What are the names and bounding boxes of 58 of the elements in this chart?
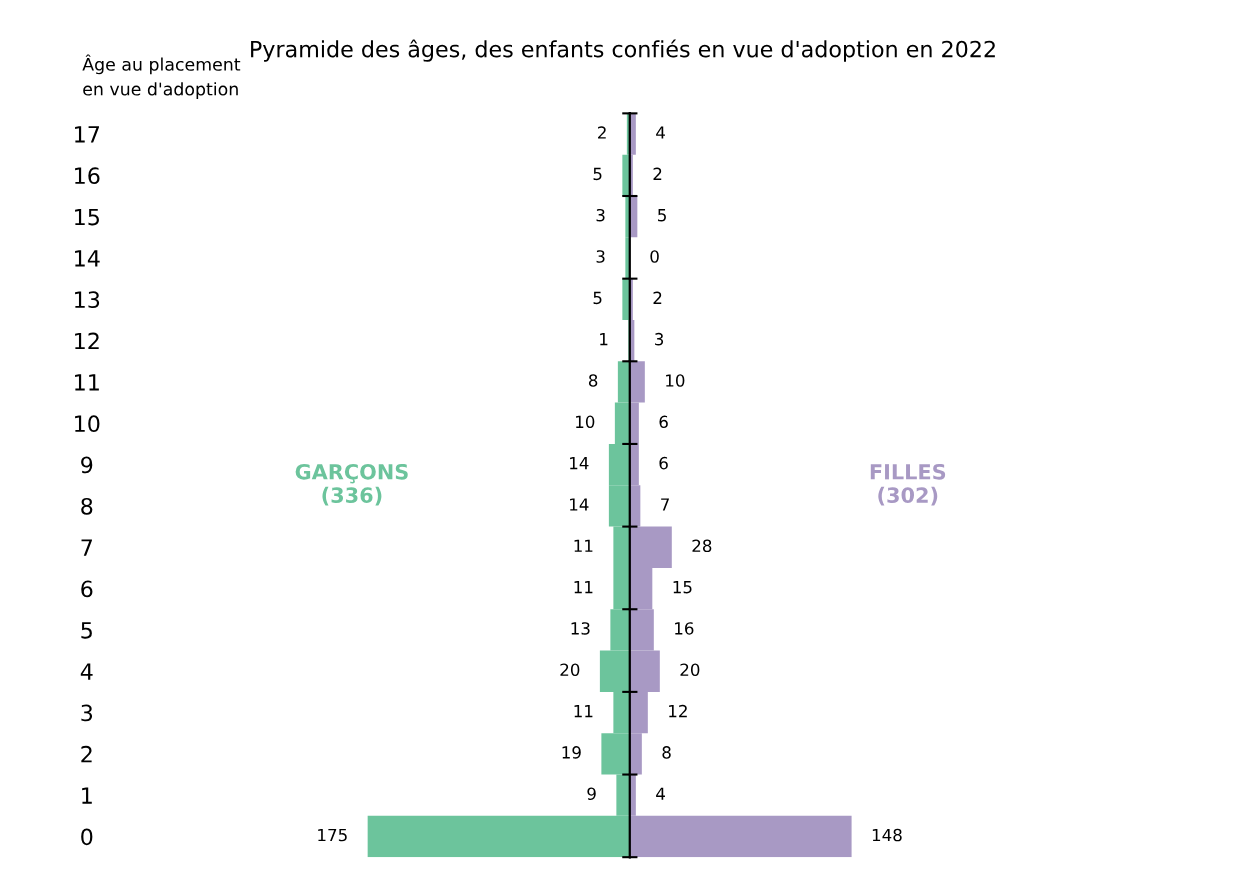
data-label: 10 [666, 374, 685, 387]
text: FILLES (302) [870, 463, 946, 506]
data-label: 4 [656, 126, 665, 139]
y-tick-label: 13 [75, 291, 100, 309]
data-label: 11 [574, 581, 593, 594]
data-label: 10 [576, 415, 595, 429]
data-label: 19 [562, 746, 581, 759]
data-label: 175 [318, 828, 347, 842]
y-tick-label: 6 [81, 580, 93, 598]
data-label: 8 [588, 374, 598, 387]
data-label: 0 [650, 250, 659, 263]
y-tick-label: 3 [81, 704, 93, 722]
y-tick-label: 5 [81, 622, 92, 639]
data-label: 5 [658, 209, 666, 222]
data-label: 3 [655, 332, 664, 346]
data-label: 15 [673, 581, 692, 594]
data-label: 11 [574, 539, 593, 552]
y-tick-label: 9 [81, 456, 93, 474]
y-tick-label: 7 [81, 539, 92, 556]
data-label: 12 [669, 704, 687, 718]
y-tick-label: 14 [75, 250, 100, 267]
data-label: 2 [653, 291, 662, 304]
data-label: 3 [596, 208, 605, 222]
data-label: 14 [570, 498, 589, 511]
y-tick-label: 8 [81, 497, 93, 515]
data-label: 16 [675, 622, 694, 635]
y-tick-label: 0 [81, 828, 93, 846]
y-axis-title: Âge au placement en vue d'adoption [82, 54, 241, 99]
y-tick-label: 11 [75, 374, 99, 391]
data-label: 20 [680, 663, 700, 677]
y-tick-label: 15 [75, 208, 99, 226]
data-label: 4 [656, 787, 665, 800]
data-label: 6 [659, 456, 668, 470]
data-label: 7 [661, 498, 669, 511]
data-label: 8 [662, 746, 671, 759]
data-label: 20 [560, 663, 580, 677]
data-label: 9 [587, 787, 596, 801]
chart-title: Pyramide des âges, des enfants confiés en vue d'adoption en 2022 [251, 39, 995, 62]
data-label: 28 [692, 539, 712, 553]
y-tick-label: 2 [81, 745, 92, 763]
y-tick-label: 17 [75, 126, 100, 143]
data-label: 14 [570, 457, 589, 470]
y-tick-label: 16 [75, 167, 100, 185]
data-label: 148 [872, 828, 902, 842]
y-tick-label: 10 [75, 415, 100, 433]
data-label: 6 [659, 415, 668, 429]
data-label: 2 [653, 167, 662, 180]
y-tick-label: 1 [82, 787, 92, 804]
data-label: 13 [571, 622, 590, 635]
y-tick-label: 12 [75, 332, 99, 350]
data-label: 5 [593, 167, 602, 181]
data-label: 11 [574, 704, 593, 718]
data-label: 2 [598, 126, 606, 139]
y-tick-label: 4 [80, 663, 93, 680]
data-label: 5 [593, 291, 602, 305]
data-label: 1 [600, 333, 608, 346]
data-label: 3 [596, 250, 605, 263]
text: GARÇONS (336) [295, 463, 408, 506]
